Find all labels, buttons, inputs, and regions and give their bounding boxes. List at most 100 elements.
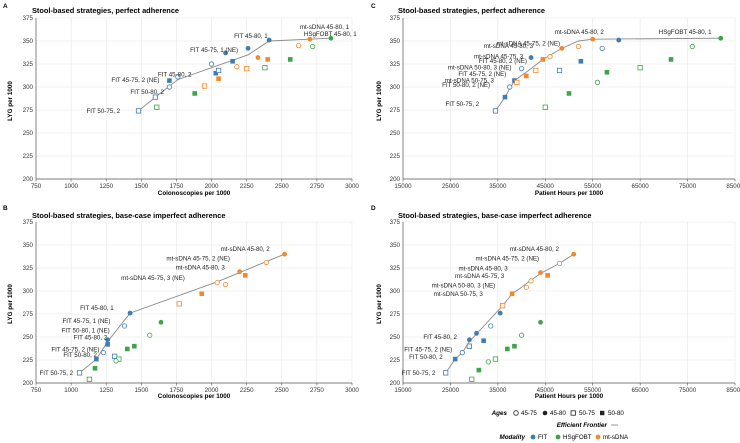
x-tick-label: 2500 bbox=[275, 183, 289, 190]
data-point-mt-sdna-50-80 bbox=[540, 57, 546, 62]
y-tick-label: 250 bbox=[390, 334, 401, 341]
data-point-mt-sdna-45-80 bbox=[237, 269, 243, 275]
data-point-hsgfobt-50-80 bbox=[132, 343, 137, 349]
x-tick-label: 75000 bbox=[679, 183, 697, 190]
y-tick-label: 225 bbox=[23, 153, 34, 160]
x-tick-label: 15000 bbox=[394, 387, 412, 394]
x-tick-label: 2750 bbox=[310, 387, 324, 394]
data-point-fit-50-75 bbox=[135, 108, 142, 114]
data-point-mt-sdna-45-75 bbox=[296, 42, 302, 49]
x-tick-label: 1000 bbox=[64, 387, 78, 394]
legend-modality-title: Modality bbox=[499, 434, 525, 441]
panel-b-plot: 200 225 250 275 300 325 350 375 750 1000 1250 1500 1… bbox=[23, 219, 360, 394]
x-tick-label: 3000 bbox=[345, 387, 359, 394]
annotation-label: FIT 45-80, 2 bbox=[74, 335, 108, 342]
panel-b-x-axis-label: Colonoscopies per 1000 bbox=[158, 393, 231, 400]
data-point-hsgfobt-50-80 bbox=[192, 91, 198, 96]
panel-d-title: Stool-based strategies, base-case imperf… bbox=[398, 211, 591, 220]
legend-open-circle-marker bbox=[513, 410, 519, 416]
annotation-label: FIT 45-75, 2 (NE) bbox=[404, 347, 452, 354]
data-point-mt-sdna-45-75 bbox=[575, 43, 582, 50]
legend: Ages 45-75 45-80 50-75 50-80 Efficient F… bbox=[491, 410, 629, 441]
annotation-label: FIT 45-75, 2 (NE) bbox=[51, 347, 99, 354]
y-tick-label: 375 bbox=[390, 15, 401, 22]
data-point-mt-sdna-50-75 bbox=[499, 303, 506, 309]
data-point-fit-45-75 bbox=[208, 61, 215, 67]
data-point-hsgfobt-50-75 bbox=[469, 376, 475, 382]
x-tick-label: 2250 bbox=[240, 183, 254, 190]
data-point-mt-sdna-50-75 bbox=[533, 67, 539, 74]
data-point-mt-sdna-50-80 bbox=[242, 273, 248, 278]
panel-d-plot: 200 225 250 275 300 325 350 375 15000 25000 35000 4… bbox=[390, 219, 740, 394]
x-tick-label: 750 bbox=[31, 387, 42, 394]
annotation-label: HSgFOBT 45-80, 1 bbox=[304, 31, 357, 38]
data-point-mt-sdna-45-75 bbox=[523, 284, 529, 290]
data-point-fit-45-75 bbox=[599, 45, 605, 51]
data-point-hsgfobt-45-80 bbox=[538, 319, 543, 325]
data-point-fit-50-75 bbox=[76, 370, 83, 376]
x-tick-label: 25000 bbox=[442, 387, 460, 394]
data-point-mt-sdna-50-75 bbox=[176, 301, 182, 307]
y-tick-label: 375 bbox=[23, 219, 34, 226]
data-point-fit-50-80 bbox=[452, 356, 458, 362]
data-point-hsgfobt-45-75 bbox=[689, 43, 695, 50]
annotation-label: mt-sDNA 45-75, 3 bbox=[455, 273, 505, 280]
legend-open-square-marker bbox=[570, 410, 576, 416]
panel-c-x-axis-label: Patient Hours per 1000 bbox=[535, 190, 604, 197]
data-point-mt-sdna-45-75 bbox=[223, 281, 229, 288]
data-point-mt-sdna-50-80 bbox=[216, 76, 221, 82]
y-tick-label: 250 bbox=[390, 130, 401, 137]
x-tick-label: 2750 bbox=[310, 183, 324, 190]
data-point-mt-sdna-45-80 bbox=[590, 36, 596, 42]
data-point-fit-45-75 bbox=[121, 323, 128, 329]
legend-frontier-title: Efficient Frontier bbox=[557, 422, 608, 429]
data-point-mt-sdna-45-80 bbox=[538, 270, 543, 275]
annotation-label: FIT 45-80, 2 (NE) bbox=[479, 58, 527, 65]
data-point-mt-sdna-45-75 bbox=[528, 278, 534, 284]
data-point-fit-50-75 bbox=[443, 370, 449, 376]
data-point-fit-45-80 bbox=[474, 330, 479, 336]
y-tick-label: 225 bbox=[390, 153, 401, 160]
x-tick-label: 2500 bbox=[275, 387, 289, 394]
data-point-fit-45-80 bbox=[528, 55, 534, 60]
y-tick-label: 250 bbox=[23, 334, 34, 341]
x-tick-label: 1500 bbox=[134, 183, 148, 190]
data-point-hsgfobt-45-75 bbox=[518, 332, 525, 338]
data-point-fit-45-80 bbox=[467, 337, 472, 343]
x-tick-label: 1000 bbox=[64, 183, 78, 190]
annotation-label: FIT 45-75, 2 (NE) bbox=[458, 71, 506, 78]
data-point-fit-50-75 bbox=[556, 67, 563, 74]
data-point-fit-45-80 bbox=[497, 310, 503, 316]
annotation-label: mt-sDNA 45-80, 3 bbox=[484, 43, 534, 50]
y-tick-label: 225 bbox=[390, 357, 401, 364]
annotation-label: FIT 50-75, 2 bbox=[87, 108, 121, 115]
annotation-label: mt-sDNA 45-80, 2 bbox=[221, 246, 271, 253]
data-point-fit-45-80 bbox=[223, 50, 229, 56]
y-tick-label: 350 bbox=[23, 38, 34, 45]
x-tick-label: 1750 bbox=[170, 183, 184, 190]
data-point-hsgfobt-45-75 bbox=[310, 43, 316, 50]
data-point-hsgfobt-50-75 bbox=[154, 104, 160, 110]
y-tick-label: 325 bbox=[390, 265, 401, 272]
annotation-label: FIT 50-80, 1 (NE) bbox=[62, 328, 110, 335]
plot-area bbox=[36, 18, 352, 179]
panel-d-x-axis-label: Patient Hours per 1000 bbox=[535, 393, 604, 400]
annotation-label: FIT 50-75, 2 bbox=[445, 101, 479, 108]
data-point-hsgfobt-50-80 bbox=[124, 346, 130, 352]
data-point-fit-45-75 bbox=[459, 350, 465, 356]
panel-a-plot: 200 225 250 275 300 325 350 375 750 1000 1250 1500 1… bbox=[23, 15, 360, 190]
x-tick-label: 45000 bbox=[537, 183, 555, 190]
annotation-label: mt-sDNA 50-75, 3 bbox=[445, 78, 495, 85]
panel-a-x-axis-label: Colonoscopies per 1000 bbox=[158, 190, 231, 197]
data-point-hsgfobt-50-75 bbox=[262, 65, 268, 71]
legend-modality-label: mt-sDNA bbox=[603, 434, 629, 441]
annotation-label: FIT 45-75, 2 (NE) bbox=[111, 77, 159, 84]
y-tick-label: 200 bbox=[23, 380, 34, 387]
y-tick-label: 275 bbox=[23, 311, 34, 318]
annotation-label: mt-sDNA 50-80, 3 (NE) bbox=[448, 65, 512, 72]
x-tick-label: 65000 bbox=[632, 183, 650, 190]
x-tick-label: 55000 bbox=[584, 183, 602, 190]
y-tick-label: 275 bbox=[390, 311, 401, 318]
y-tick-label: 200 bbox=[23, 176, 34, 183]
x-tick-label: 15000 bbox=[394, 183, 412, 190]
